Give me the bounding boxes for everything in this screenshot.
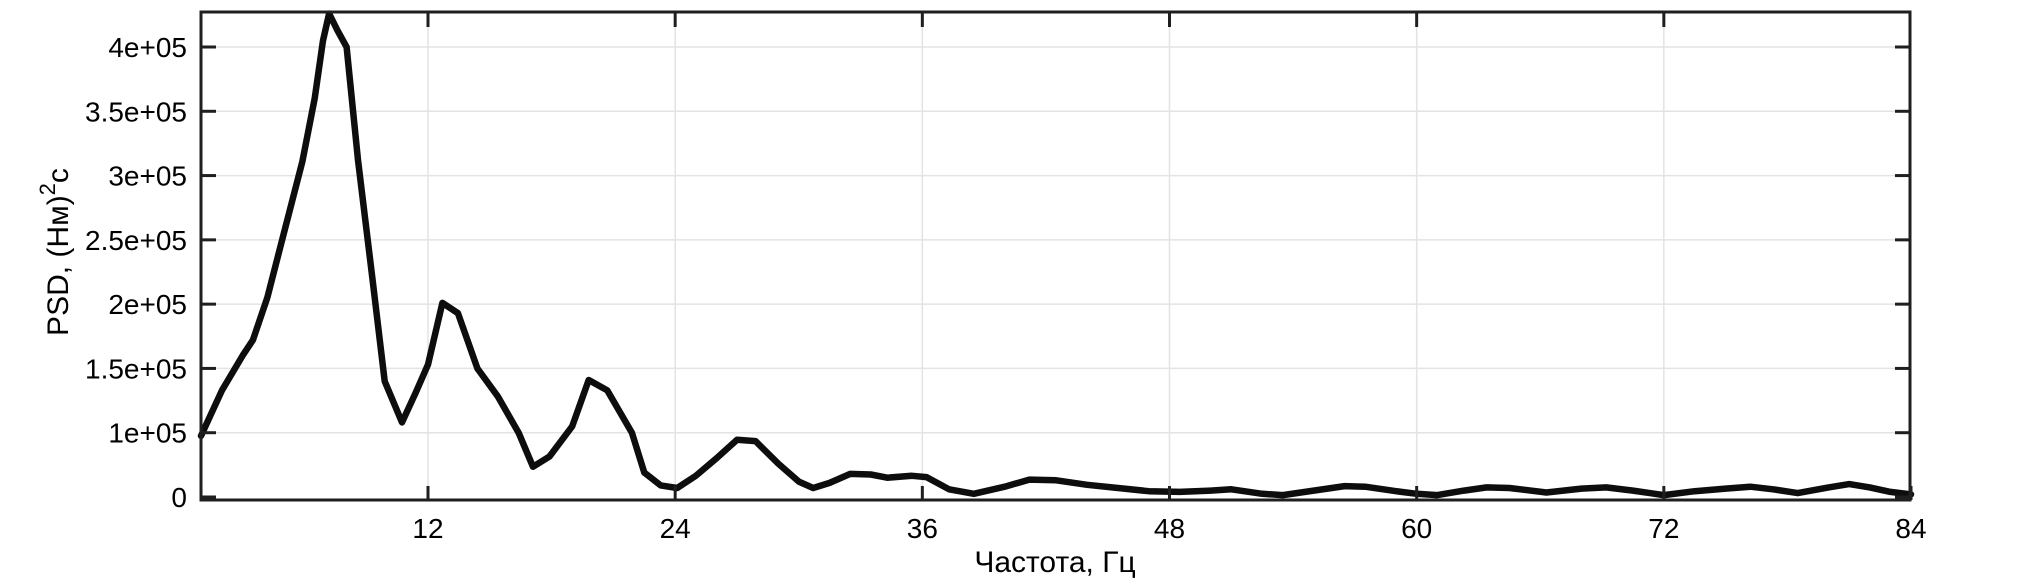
x-axis-title: Частота, Гц [974, 546, 1135, 579]
x-tick-label: 84 [1895, 513, 1926, 544]
y-tick-label: 0 [171, 482, 187, 513]
y-tick-label: 2.5e+05 [85, 225, 187, 256]
y-axis-title-superscript: 2 [35, 183, 60, 195]
y-tick-label: 2e+05 [108, 289, 187, 320]
label-layer: 0 1e+05 1.5e+05 2e+05 2.5e+05 3e+05 3.5e+05 4e+… [85, 32, 1927, 544]
x-tick-label: 48 [1154, 513, 1185, 544]
x-tick-label: 60 [1401, 513, 1432, 544]
psd-curve [197, 10, 1915, 499]
y-tick-label: 3e+05 [108, 161, 187, 192]
y-axis-title: PSD, (Нм)2с [35, 168, 75, 336]
y-tick-label: 1.5e+05 [85, 353, 187, 384]
curve-layer [197, 10, 1915, 499]
tick-layer [201, 12, 1913, 500]
x-tick-label: 72 [1648, 513, 1679, 544]
y-tick-label: 4e+05 [108, 32, 187, 63]
x-tick-label: 24 [660, 513, 691, 544]
plot-frame [199, 10, 1912, 502]
y-tick-label: 1e+05 [108, 418, 187, 449]
frame-layer [199, 10, 1912, 502]
y-axis-title-prefix: PSD, (Нм) [42, 195, 75, 336]
y-axis-title-suffix: с [42, 168, 75, 183]
grid-layer [201, 12, 1910, 500]
x-tick-label: 12 [412, 513, 443, 544]
x-tick-label: 36 [907, 513, 938, 544]
y-tick-label: 3.5e+05 [85, 96, 187, 127]
